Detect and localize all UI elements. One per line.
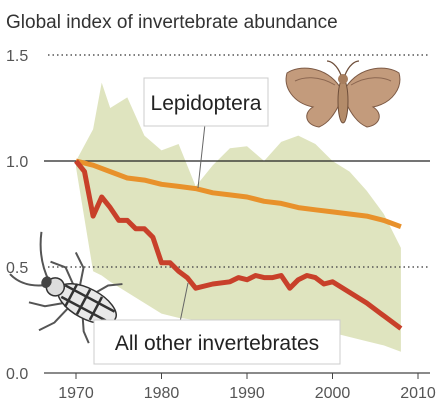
other-invertebrates-line <box>74 159 403 331</box>
beetle-icon <box>9 231 123 344</box>
y-tick-label: 1.5 <box>6 48 28 65</box>
other-invertebrates-label: All other invertebrates <box>115 332 319 355</box>
y-tick-label: 0.0 <box>6 366 28 383</box>
other-invertebrates-callout: All other invertebrates <box>93 282 341 365</box>
lepidoptera-callout: Lepidoptera <box>143 77 269 189</box>
lepidoptera-label: Lepidoptera <box>151 92 262 115</box>
y-tick-label: 0.5 <box>6 260 28 277</box>
x-tick-label: 1970 <box>58 385 94 402</box>
y-tick-label: 1.0 <box>6 154 28 171</box>
uncertainty-band <box>76 82 401 352</box>
x-tick-label: 1980 <box>144 385 180 402</box>
x-tick-label: 1990 <box>229 385 265 402</box>
lepidoptera-line <box>75 158 402 230</box>
x-tick-label: 2000 <box>315 385 351 402</box>
chart-title: Global index of invertebrate abundance <box>6 12 338 33</box>
moth-icon <box>285 60 401 128</box>
x-tick-label: 2010 <box>400 385 436 402</box>
